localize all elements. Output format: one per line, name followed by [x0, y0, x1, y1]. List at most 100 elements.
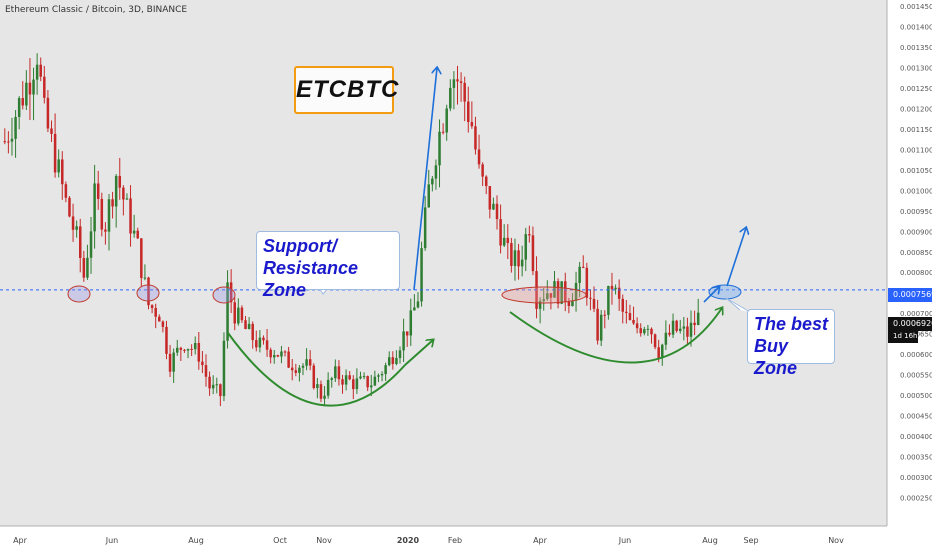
candle-body: [100, 198, 104, 230]
candle-body: [671, 320, 675, 335]
rounded-bottom-curve-1: [227, 332, 406, 407]
candle-body: [215, 384, 219, 386]
rally-arrow: [413, 68, 437, 291]
ticker-title-box: ETCBTC: [294, 66, 398, 114]
candle-body: [456, 79, 459, 82]
candle-body: [499, 219, 502, 246]
x-tick-label: Apr: [533, 536, 548, 545]
support-resistance-callout: Support/ Resistance Zone: [256, 231, 400, 300]
candle-body: [330, 378, 333, 380]
retest-ellipse: [501, 286, 587, 304]
y-axis-panel: [887, 0, 932, 550]
candle-body: [675, 320, 678, 331]
candle-body: [183, 349, 186, 351]
candle-body: [25, 82, 28, 106]
candle-body: [603, 314, 607, 316]
candle-body: [305, 359, 308, 366]
candle-body: [596, 308, 599, 341]
x-tick-label: Feb: [448, 536, 462, 545]
candle-body: [32, 79, 35, 95]
candle-body: [571, 300, 574, 307]
candle-body: [628, 313, 632, 321]
candle-body: [140, 238, 143, 278]
buy-callout-pointer: [725, 297, 751, 313]
candle-body: [617, 287, 621, 299]
candle-body: [362, 376, 366, 378]
candle-body: [258, 337, 262, 348]
candle-body: [614, 287, 617, 290]
candle-body: [136, 230, 139, 239]
pivot-ellipse-2: [136, 284, 160, 302]
candle-body: [449, 87, 452, 109]
candle-body: [61, 159, 64, 185]
plot-background: [0, 0, 887, 526]
candle-body: [265, 340, 269, 350]
candle-body: [276, 355, 280, 357]
candle-body: [150, 305, 154, 309]
candle-body: [377, 375, 380, 377]
candle-body: [280, 351, 283, 357]
x-tick-label: 2020: [397, 536, 420, 545]
candle-body: [283, 351, 287, 353]
candle-body: [204, 365, 208, 377]
candle-body: [459, 81, 463, 83]
candle-body: [14, 116, 17, 139]
buy-callout-line-2: Buy Zone: [754, 336, 797, 378]
candle-body: [158, 316, 161, 322]
candle-body: [308, 359, 312, 366]
candle-body: [589, 297, 592, 299]
candle-body: [402, 331, 405, 351]
candle-body: [96, 183, 100, 199]
candle-body: [409, 310, 413, 336]
candle-body: [581, 266, 585, 268]
candle-body: [643, 329, 646, 334]
candle-body: [420, 248, 423, 302]
candle-body: [161, 321, 165, 327]
candle-body: [538, 300, 542, 309]
candle-body: [585, 267, 589, 298]
candle-body: [578, 266, 581, 283]
candle-body: [240, 307, 244, 321]
candle-body: [423, 207, 427, 249]
candle-body: [190, 348, 193, 350]
candle-body: [316, 384, 319, 389]
candle-body: [312, 365, 316, 389]
candle-body: [484, 176, 488, 187]
candle-body: [226, 282, 229, 341]
candle-body: [488, 186, 492, 210]
candle-body: [592, 298, 596, 309]
candle-body: [39, 64, 42, 77]
buy-callout-line-1: The best: [754, 314, 829, 334]
candle-body: [319, 384, 323, 399]
candle-body: [463, 82, 466, 102]
candle-body: [57, 159, 60, 173]
candle-body: [172, 352, 175, 372]
candle-body: [348, 375, 351, 380]
candle-body: [438, 131, 441, 166]
level-price-tag-bg: [888, 288, 932, 302]
candle-body: [244, 320, 247, 329]
candle-body: [546, 293, 549, 300]
candle-body: [661, 344, 664, 359]
candle-body: [298, 367, 301, 373]
candle-body: [89, 231, 93, 258]
candle-body: [395, 358, 398, 364]
x-tick-label: Nov: [316, 536, 332, 545]
candle-body: [337, 366, 341, 380]
candle-body: [502, 237, 506, 246]
candle-body: [251, 323, 254, 341]
candle-body: [574, 282, 578, 301]
candle-body: [28, 82, 32, 95]
candle-body: [114, 175, 118, 207]
buy-zone-callout: The best Buy Zone: [747, 309, 835, 378]
candle-body: [632, 320, 635, 324]
candle-body: [78, 226, 82, 259]
